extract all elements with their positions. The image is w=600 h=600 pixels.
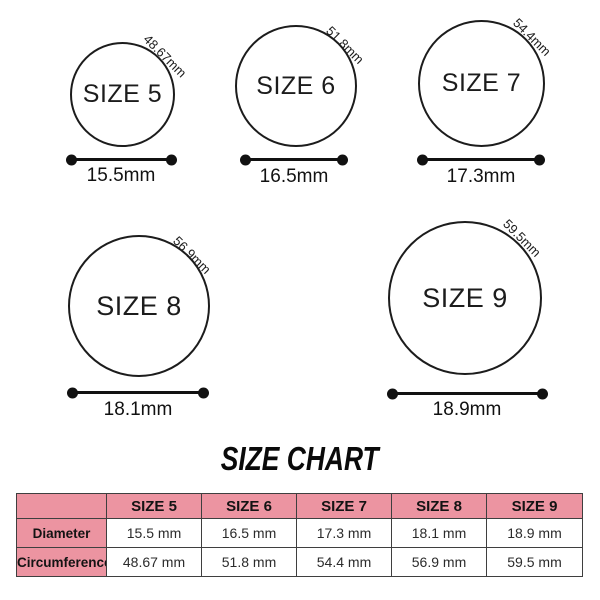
column-header-size-7: SIZE 7 <box>296 493 392 519</box>
ring-size-label: SIZE 9 <box>422 282 508 313</box>
diameter-value-size-9: 18.9 mm <box>486 518 583 548</box>
line-endpoint-dot <box>66 154 77 165</box>
row-label-diameter: Diameter <box>16 518 107 548</box>
size-chart-table: SIZE 5 SIZE 6 SIZE 7 SIZE 8 SIZE 9 Diame… <box>16 493 583 577</box>
ring-circle: SIZE 9 <box>388 221 542 375</box>
line-endpoint-dot <box>166 154 177 165</box>
diameter-label: 18.1mm <box>103 399 173 420</box>
line-endpoint-dot <box>67 387 78 398</box>
table-row-diameter: Diameter 15.5 mm 16.5 mm 17.3 mm 18.1 mm… <box>16 518 583 548</box>
ring-circle: SIZE 6 <box>235 25 357 147</box>
diameter-line <box>240 154 348 165</box>
diameter-value-size-7: 17.3 mm <box>296 518 392 548</box>
line-endpoint-dot <box>534 154 545 165</box>
ring-circle: SIZE 5 <box>70 42 175 147</box>
diameter-value-size-8: 18.1 mm <box>391 518 487 548</box>
section-title-wrap: SIZE CHART <box>0 442 600 475</box>
circumference-value-size-5: 48.67 mm <box>106 547 202 577</box>
ring-size-label: SIZE 5 <box>82 80 163 108</box>
diameter-line <box>417 154 545 165</box>
diameter-line <box>66 154 177 165</box>
line-endpoint-dot <box>417 154 428 165</box>
table-row-circumference: Circumference 48.67 mm 51.8 mm 54.4 mm 5… <box>16 547 583 577</box>
ring-size-label: SIZE 8 <box>96 290 182 321</box>
diameter-label: 17.3mm <box>446 166 516 187</box>
diameter-value-size-5: 15.5 mm <box>106 518 202 548</box>
circumference-value-size-6: 51.8 mm <box>201 547 297 577</box>
diameter-label: 16.5mm <box>259 166 329 187</box>
ring-size-label: SIZE 6 <box>256 71 336 100</box>
page-title: SIZE CHART <box>221 440 379 477</box>
column-header-size-5: SIZE 5 <box>106 493 202 519</box>
diameter-line <box>387 388 548 399</box>
line-endpoint-dot <box>337 154 348 165</box>
line-endpoint-dot <box>387 388 398 399</box>
line-endpoint-dot <box>537 388 548 399</box>
circumference-value-size-9: 59.5 mm <box>486 547 583 577</box>
diameter-line <box>67 387 209 398</box>
diameter-label: 18.9mm <box>432 399 502 420</box>
table-corner-cell <box>16 493 107 519</box>
column-header-size-6: SIZE 6 <box>201 493 297 519</box>
line-endpoint-dot <box>198 387 209 398</box>
column-header-size-8: SIZE 8 <box>391 493 487 519</box>
table-header-row: SIZE 5 SIZE 6 SIZE 7 SIZE 8 SIZE 9 <box>16 493 583 519</box>
ring-circle: SIZE 8 <box>68 235 210 377</box>
diameter-value-size-6: 16.5 mm <box>201 518 297 548</box>
row-label-circumference: Circumference <box>16 547 107 577</box>
circumference-value-size-8: 56.9 mm <box>391 547 487 577</box>
column-header-size-9: SIZE 9 <box>486 493 583 519</box>
line-endpoint-dot <box>240 154 251 165</box>
ring-circle: SIZE 7 <box>418 20 545 147</box>
ring-size-label: SIZE 7 <box>441 69 522 97</box>
circumference-value-size-7: 54.4 mm <box>296 547 392 577</box>
diameter-label: 15.5mm <box>86 165 156 186</box>
